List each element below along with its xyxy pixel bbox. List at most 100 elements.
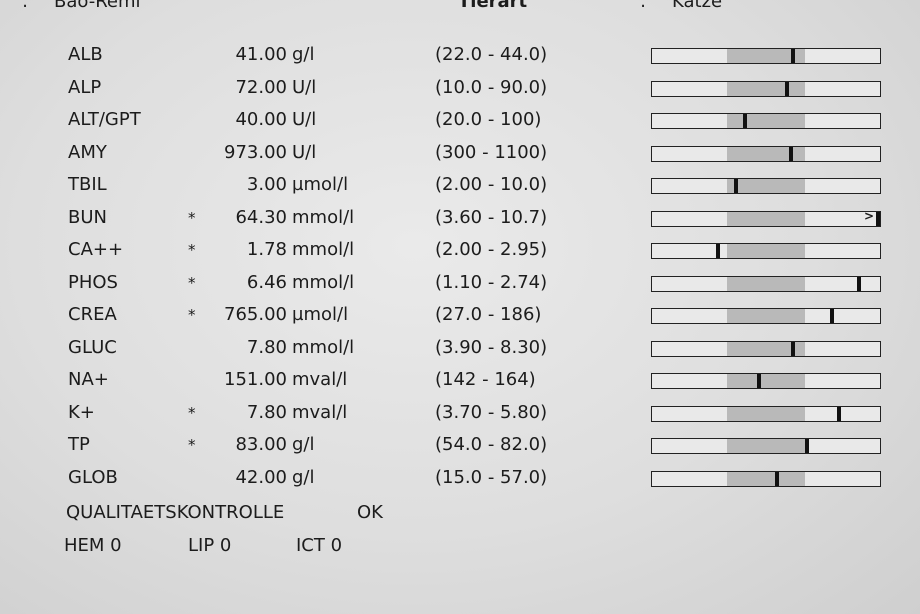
normal-range-zone: [727, 471, 805, 486]
range-bar: [651, 113, 881, 129]
result-value: 64.30: [235, 206, 287, 228]
normal-range-zone: [727, 341, 805, 356]
abnormal-flag: *: [188, 306, 196, 324]
value-marker: [836, 406, 841, 421]
reference-range: (300 - 1100): [435, 141, 548, 163]
value-marker: [857, 276, 862, 291]
parameter-name: GLUC: [68, 336, 117, 358]
parameter-name: CA++: [68, 239, 124, 260]
result-unit: U/l: [292, 109, 317, 130]
range-bar: [651, 80, 881, 97]
parameter-name: ALT/GPT: [68, 109, 141, 130]
parameter-name: PHOS: [68, 271, 118, 293]
reference-range: (3.70 - 5.80): [435, 401, 548, 423]
result-row: ALB 41.00 g/l (22.0 - 44.0): [0, 42, 920, 74]
result-value: 40.00: [235, 109, 287, 130]
value-marker: [743, 114, 748, 128]
reference-range: (22.0 - 44.0): [435, 44, 548, 65]
index-hem: HEM 0: [64, 535, 122, 556]
abnormal-flag: *: [188, 403, 196, 422]
result-row: CA++ * 1.78 mmol/l (2.00 - 2.95): [0, 237, 920, 269]
value-marker: [876, 211, 880, 226]
reference-range: (54.0 - 82.0): [435, 434, 548, 455]
result-unit: mmol/l: [292, 271, 355, 293]
value-marker: [789, 146, 794, 161]
result-row: AMY 973.00 U/l (300 - 1100): [0, 140, 920, 172]
range-bar: [651, 405, 881, 422]
abnormal-flag: *: [188, 436, 196, 454]
result-value: 1.78: [246, 239, 287, 260]
result-unit: mval/l: [292, 369, 348, 390]
value-marker: [791, 341, 796, 356]
value-marker: [830, 309, 835, 323]
range-bar: [651, 275, 881, 292]
normal-range-zone: [727, 406, 805, 421]
normal-range-zone: [727, 114, 805, 128]
normal-range-zone: [727, 49, 805, 63]
qc-label: QUALITAETSKONTROLLE: [66, 502, 285, 523]
abnormal-flag: *: [188, 241, 196, 259]
result-unit: µmol/l: [292, 174, 349, 195]
result-row: TBIL 3.00 µmol/l (2.00 - 10.0): [0, 172, 920, 204]
overflow-indicator: >: [863, 208, 874, 223]
value-marker: [734, 179, 739, 193]
result-unit: mmol/l: [292, 336, 355, 358]
result-value: 83.00: [235, 434, 287, 455]
range-bar: [651, 340, 881, 357]
parameter-name: BUN: [68, 206, 107, 228]
parameter-name: GLOB: [68, 466, 118, 488]
parameter-name: ALB: [68, 44, 103, 65]
range-bar: [651, 373, 881, 389]
normal-range-zone: [727, 179, 805, 193]
value-marker: [775, 471, 780, 486]
reference-range: (15.0 - 57.0): [435, 466, 548, 488]
normal-range-zone: [727, 374, 805, 388]
result-row: TP * 83.00 g/l (54.0 - 82.0): [0, 432, 920, 464]
index-lip: LIP 0: [188, 535, 232, 556]
normal-range-zone: [727, 439, 805, 453]
parameter-name: AMY: [68, 141, 107, 163]
species-label: Tierart: [458, 0, 528, 12]
result-value: 7.80: [246, 336, 287, 358]
normal-range-zone: [727, 81, 805, 96]
result-unit: mval/l: [292, 401, 348, 423]
parameter-name: CREA: [68, 304, 117, 325]
result-unit: g/l: [292, 44, 315, 65]
value-marker: [791, 49, 796, 63]
reference-range: (3.60 - 10.7): [435, 206, 548, 228]
result-value: 765.00: [224, 304, 287, 325]
result-value: 41.00: [235, 44, 287, 65]
range-bar: [651, 470, 881, 487]
result-row: K+ * 7.80 mval/l (3.70 - 5.80): [0, 400, 920, 432]
result-value: 3.00: [246, 174, 287, 195]
index-ict: ICT 0: [296, 535, 343, 556]
result-row: NA+ 151.00 mval/l (142 - 164): [0, 367, 920, 399]
parameter-name: ALP: [68, 76, 102, 98]
normal-range-zone: [727, 211, 805, 226]
result-unit: U/l: [292, 76, 317, 98]
parameter-name: K+: [68, 401, 95, 423]
reference-range: (2.00 - 2.95): [435, 239, 548, 260]
range-bar: >: [651, 208, 881, 227]
result-unit: mmol/l: [292, 239, 355, 260]
result-value: 42.00: [235, 466, 287, 488]
abnormal-flag: *: [188, 273, 196, 292]
result-unit: g/l: [292, 434, 315, 455]
value-marker: [784, 81, 789, 96]
header-colon: :: [22, 0, 29, 12]
normal-range-zone: [727, 309, 805, 323]
result-value: 7.80: [246, 401, 287, 423]
range-bar: [651, 145, 881, 162]
range-bar: [651, 438, 881, 454]
result-unit: g/l: [292, 466, 315, 488]
reference-range: (20.0 - 100): [435, 109, 542, 130]
result-row: GLOB 42.00 g/l (15.0 - 57.0): [0, 465, 920, 497]
result-value: 973.00: [224, 141, 287, 163]
reference-range: (2.00 - 10.0): [435, 174, 548, 195]
range-bar: [651, 308, 881, 324]
reference-range: (142 - 164): [435, 369, 536, 390]
species-value: Katze: [672, 0, 723, 12]
result-value: 72.00: [235, 76, 287, 98]
result-row: ALP 72.00 U/l (10.0 - 90.0): [0, 75, 920, 107]
parameter-name: TBIL: [68, 174, 107, 195]
